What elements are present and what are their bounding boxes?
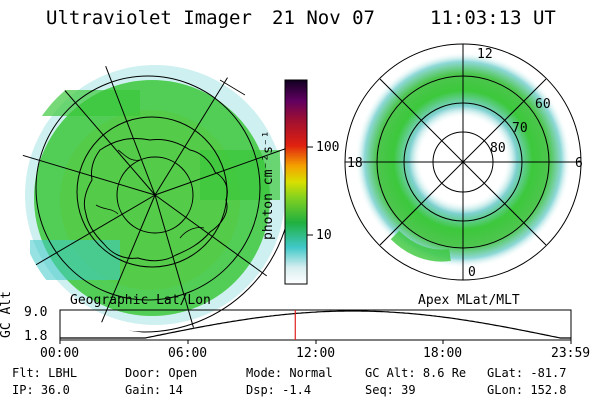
time-ticks: [59, 340, 572, 344]
colorbar-tick-100: 100: [316, 140, 340, 155]
footer-gc-alt: GC Alt: 8.6 Re: [365, 366, 467, 380]
time-tick-1800: 18:00: [423, 346, 463, 361]
magnetic-map: [344, 43, 582, 281]
colorbar-tick-10: 10: [316, 228, 332, 243]
geographic-map: [17, 57, 293, 333]
mlat-label-70: 70: [512, 121, 528, 136]
footer-gain: Gain: 14: [125, 383, 183, 397]
time-tick-0000: 00:00: [40, 346, 80, 361]
altitude-ylabel: GC Alt: [0, 291, 14, 338]
mlt-lines: [345, 44, 581, 280]
footer-dsp: Dsp: -1.4: [246, 383, 312, 397]
date-label: 21 Nov 07: [272, 7, 375, 29]
footer-door: Door: Open: [125, 366, 198, 380]
geographic-panel-label: Geographic Lat/Lon: [70, 293, 211, 308]
altitude-ytick-1-8: 1.8: [24, 329, 48, 344]
antarctica-outline: [83, 137, 228, 262]
instrument-title: Ultraviolet Imager: [46, 7, 252, 29]
footer-mode: Mode: Normal: [246, 366, 333, 380]
time-tick-2359: 23:59: [551, 346, 591, 361]
footer-flt: Flt: LBHL: [12, 366, 78, 380]
mlat-label-60: 60: [535, 97, 551, 112]
mlt-label-top: 12: [477, 47, 493, 62]
mlt-label-bottom: 0: [468, 265, 476, 280]
mlt-label-left: 18: [347, 156, 363, 171]
mlt-label-right: 6: [575, 156, 583, 171]
altitude-plot: [59, 309, 572, 344]
time-tick-0600: 06:00: [168, 346, 208, 361]
footer-seq: Seq: 39: [365, 383, 416, 397]
altitude-ytick-9: 9.0: [24, 305, 48, 320]
footer-ip: IP: 36.0: [12, 383, 70, 397]
colorbar-unit-label: photon cm⁻²s⁻¹: [261, 130, 276, 240]
footer-glat: GLat: -81.7: [487, 366, 567, 380]
magnetic-panel-label: Apex MLat/MLT: [418, 293, 520, 308]
mlat-label-80: 80: [490, 141, 506, 156]
footer-glon: GLon: 152.8: [487, 383, 567, 397]
time-tick-1200: 12:00: [296, 346, 336, 361]
time-label: 11:03:13 UT: [430, 7, 556, 29]
aurora-emission-geographic: [20, 65, 285, 325]
colorbar: [284, 79, 313, 285]
altitude-curve: [60, 310, 571, 339]
